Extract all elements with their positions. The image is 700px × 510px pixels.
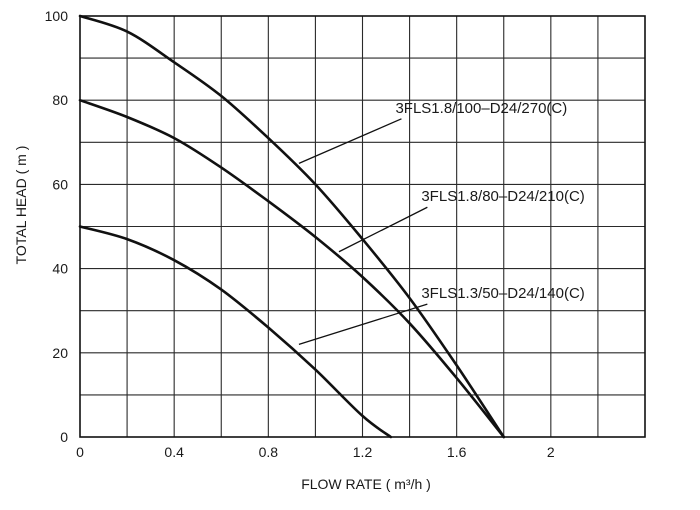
x-tick-label: 2 <box>547 444 555 460</box>
grid <box>80 16 645 437</box>
y-tick-labels: 0 20 40 60 80 100 <box>45 8 69 445</box>
plot-frame <box>79 15 646 438</box>
y-tick-label: 0 <box>60 429 68 445</box>
label-pointers <box>298 118 428 346</box>
x-tick-label: 0.4 <box>164 444 184 460</box>
series-curve-1 <box>78 14 506 439</box>
y-tick-label: 20 <box>52 345 68 361</box>
x-axis-title: FLOW RATE ( m³/h ) <box>301 476 431 492</box>
y-tick-label: 100 <box>45 8 69 24</box>
series-curve-3 <box>78 225 393 439</box>
label-pointer-line <box>338 206 428 253</box>
x-tick-label: 1.6 <box>447 444 467 460</box>
series-label-1: 3FLS1.8/100–D24/270(C) <box>395 100 567 117</box>
series-labels: 3FLS1.8/100–D24/270(C) 3FLS1.8/80–D24/210… <box>395 100 584 302</box>
x-tick-label: 0 <box>76 444 84 460</box>
x-tick-label: 0.8 <box>259 444 279 460</box>
x-tick-label: 1.2 <box>353 444 373 460</box>
curves <box>78 14 506 439</box>
series-curve-2 <box>78 98 506 439</box>
label-pointer-line <box>298 303 428 346</box>
label-pointer-line <box>298 118 402 164</box>
y-tick-label: 40 <box>52 261 68 277</box>
series-label-2: 3FLS1.8/80–D24/210(C) <box>421 188 584 205</box>
y-tick-label: 60 <box>52 176 68 192</box>
y-tick-label: 80 <box>52 92 68 108</box>
series-label-3: 3FLS1.3/50–D24/140(C) <box>421 285 584 302</box>
x-tick-labels: 0 0.4 0.8 1.2 1.6 2 <box>76 444 555 460</box>
y-axis-title: TOTAL HEAD ( m ) <box>13 146 29 265</box>
